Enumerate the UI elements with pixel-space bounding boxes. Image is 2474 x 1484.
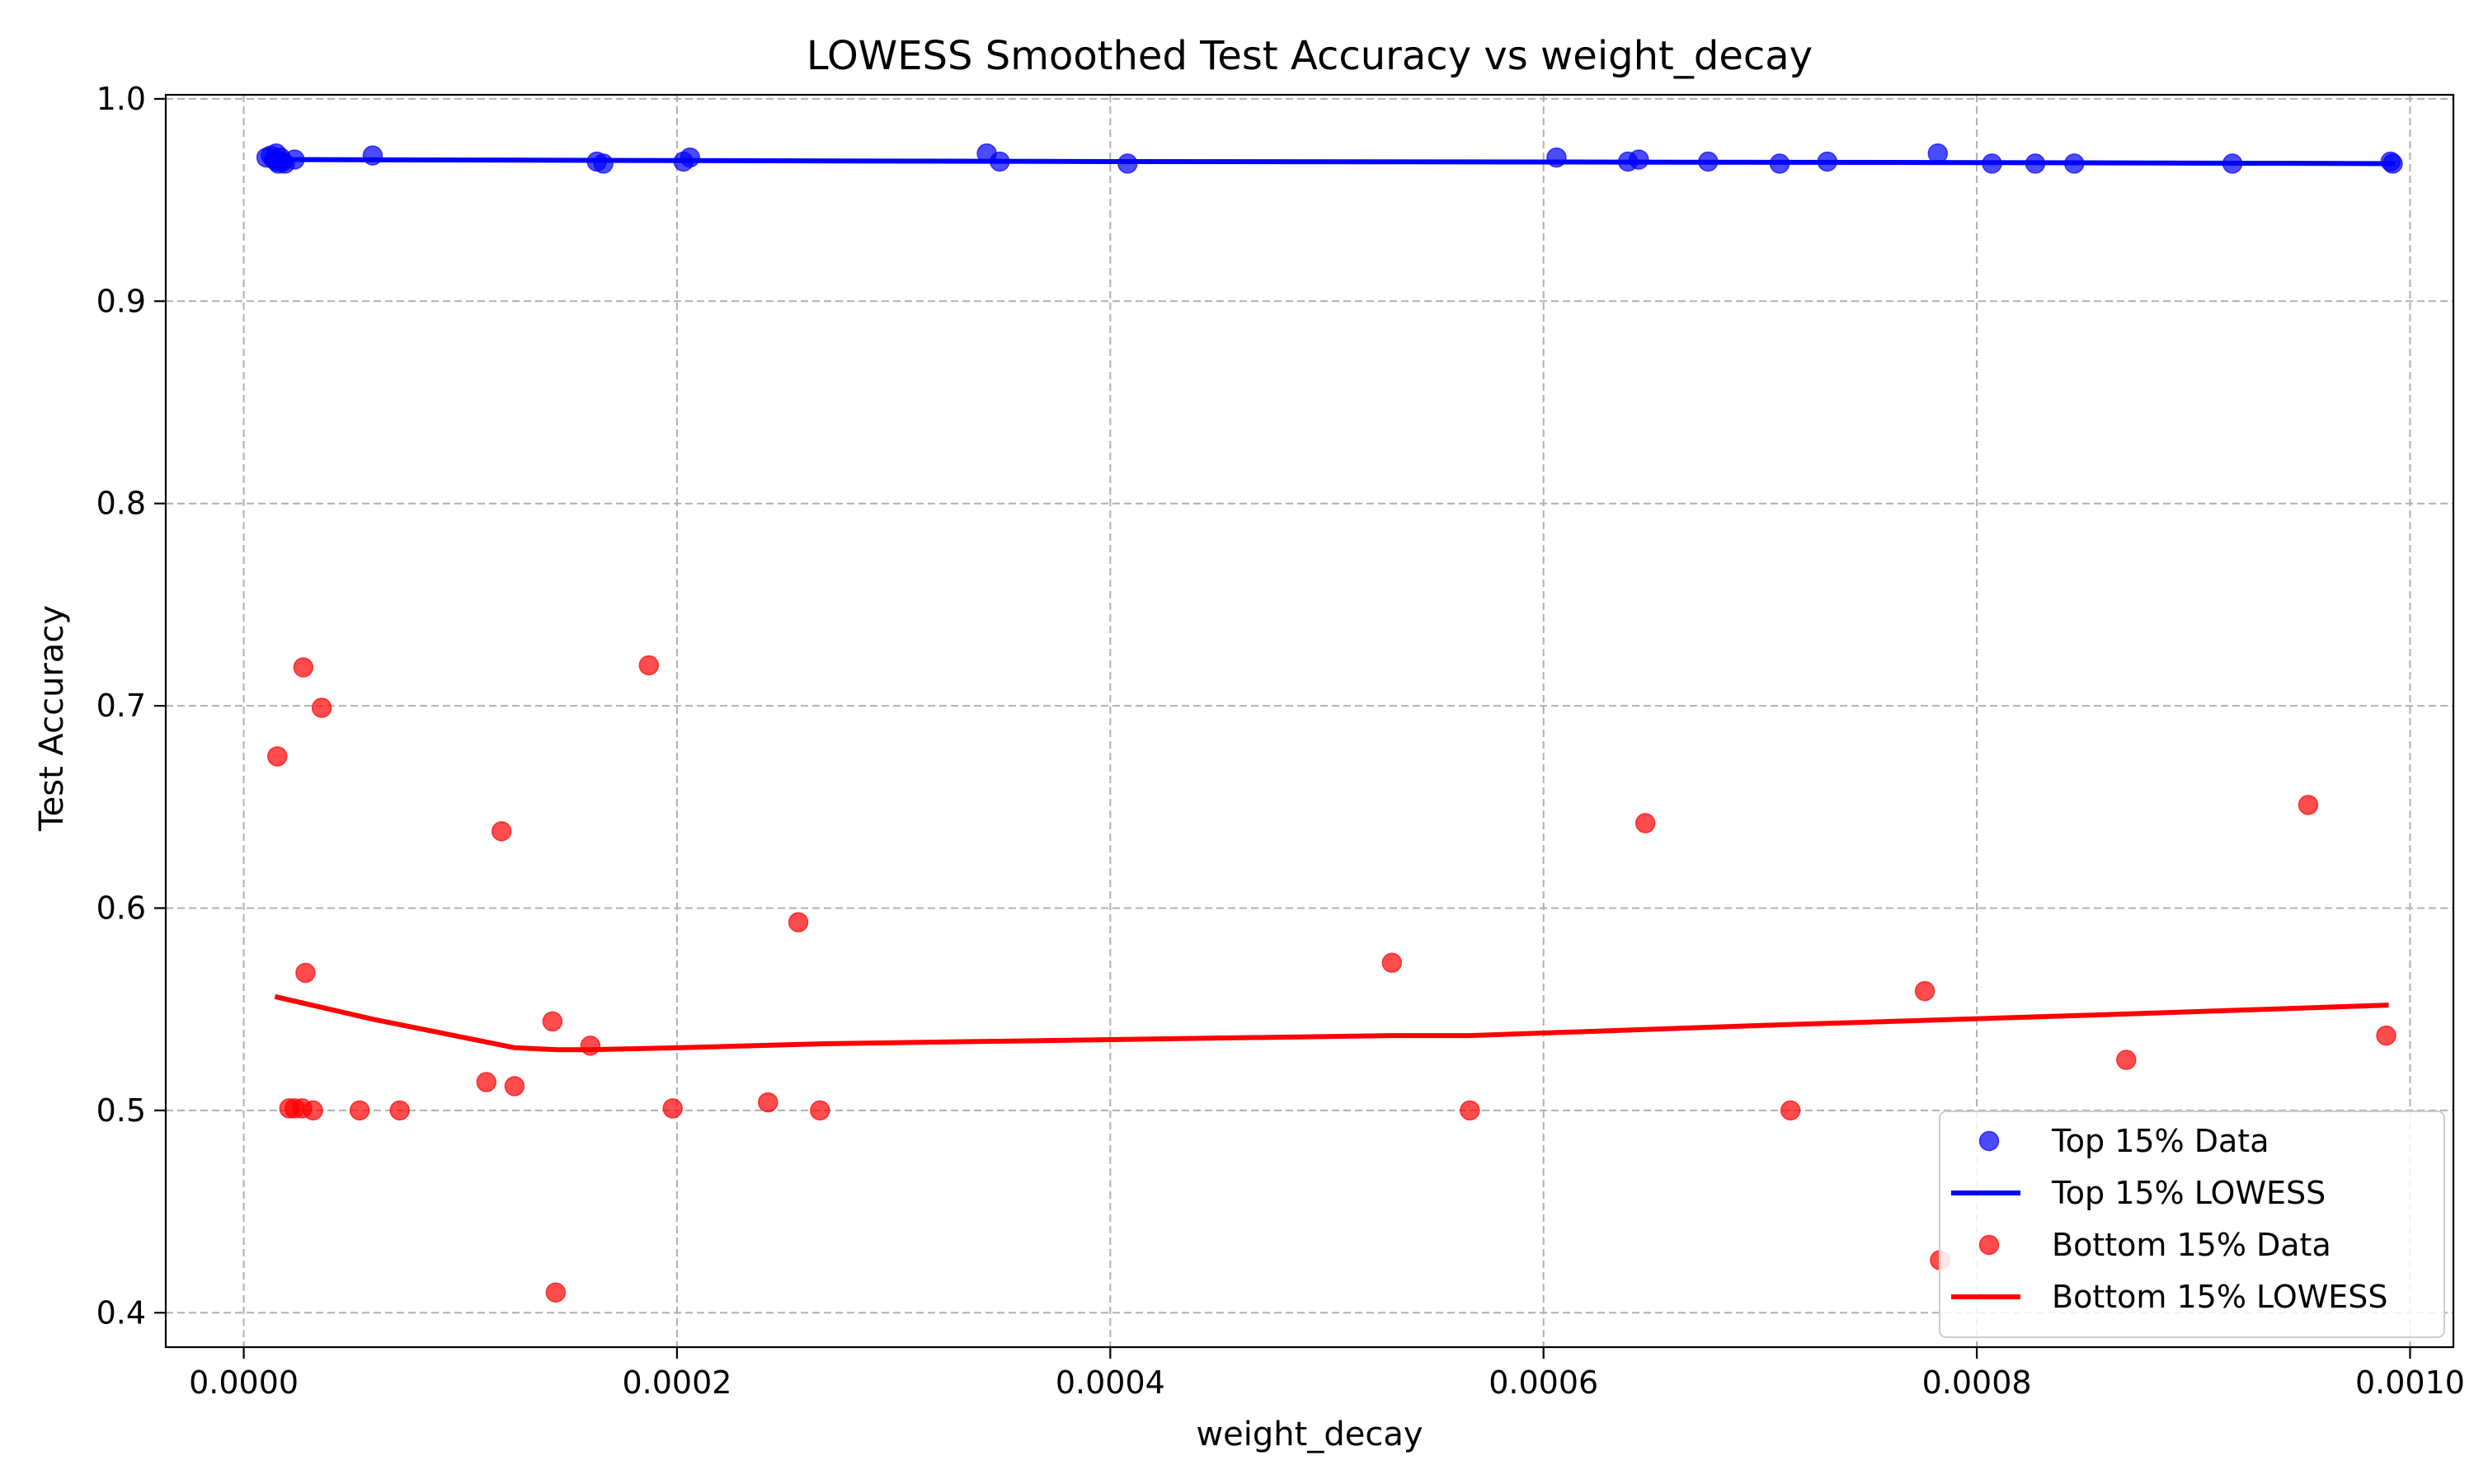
legend-label: Top 15% Data — [2051, 1123, 2269, 1159]
legend-marker — [1978, 1130, 2000, 1152]
y-tick-label: 0.9 — [96, 283, 146, 319]
x-tick-label: 0.0010 — [2355, 1364, 2465, 1401]
bottom-data-point — [545, 1282, 567, 1303]
axes: 0.0000 0.0002 0.0004 0.0006 0.0008 0.0010 0.4 0… — [96, 81, 2465, 1401]
bottom-data-point — [662, 1098, 683, 1119]
top-data-point — [1629, 149, 1649, 170]
bottom-data-point — [349, 1100, 370, 1121]
chart-title: LOWESS Smoothed Test Accuracy vs weight_… — [807, 33, 1813, 79]
bottom-data-point — [2298, 795, 2319, 815]
grid-lines — [166, 95, 2453, 1347]
bottom-data-point — [295, 962, 316, 984]
bottom-data-point — [504, 1076, 525, 1097]
y-tick-label: 1.0 — [96, 81, 146, 117]
y-tick-label: 0.5 — [96, 1092, 146, 1129]
bottom-data-point — [1780, 1100, 1801, 1121]
bottom-data-point — [303, 1100, 323, 1121]
legend: Top 15% Data Top 15% LOWESS Bottom 15% Dat… — [1939, 1111, 2445, 1338]
top-data-point — [680, 147, 700, 168]
bottom-data-point — [491, 820, 512, 842]
legend-label: Bottom 15% Data — [2052, 1227, 2331, 1263]
x-tick-label: 0.0002 — [622, 1364, 731, 1401]
bottom-data-point — [2116, 1050, 2137, 1070]
y-tick-label: 0.7 — [96, 688, 146, 724]
x-tick-label: 0.0006 — [1489, 1364, 1598, 1401]
y-tick-label: 0.6 — [96, 890, 146, 926]
top-data-point — [593, 153, 614, 174]
bottom-lowess-line — [274, 993, 2389, 1053]
bottom-data-point — [542, 1011, 563, 1032]
bottom-data-point — [638, 655, 660, 676]
legend-label: Bottom 15% LOWESS — [2052, 1279, 2388, 1315]
bottom-data-point — [311, 697, 332, 718]
y-axis-label: Test Accuracy — [33, 605, 71, 832]
bottom-data-point — [810, 1100, 830, 1121]
x-axis-label: weight_decay — [1196, 1416, 1423, 1453]
legend-frame — [1939, 1111, 2445, 1338]
bottom-data-point — [267, 746, 288, 767]
bottom-data-point — [1914, 980, 1935, 1002]
y-tick-label: 0.4 — [96, 1294, 146, 1331]
x-tick-label: 0.0008 — [1922, 1364, 2032, 1401]
legend-label: Top 15% LOWESS — [2051, 1175, 2326, 1211]
x-tick-label: 0.0004 — [1056, 1364, 1165, 1401]
y-tick-label: 0.8 — [96, 486, 146, 522]
bottom-data-point — [758, 1092, 778, 1113]
bottom-data-point — [389, 1100, 410, 1121]
bottom-data-point — [1460, 1100, 1480, 1121]
x-tick-label: 0.0000 — [189, 1364, 299, 1401]
plot-series — [256, 143, 2403, 1303]
bottom-data-point — [293, 657, 314, 678]
bottom-data-point — [1634, 813, 1656, 834]
legend-marker — [1978, 1234, 2000, 1256]
top-lowess-line — [264, 157, 2396, 167]
bottom-data-point — [2376, 1025, 2396, 1046]
bottom-data-point — [476, 1072, 497, 1092]
bottom-data-point — [1381, 952, 1403, 973]
bottom-data-point — [580, 1036, 601, 1056]
plot-frame — [164, 93, 2455, 1349]
bottom-data-point — [788, 912, 809, 932]
